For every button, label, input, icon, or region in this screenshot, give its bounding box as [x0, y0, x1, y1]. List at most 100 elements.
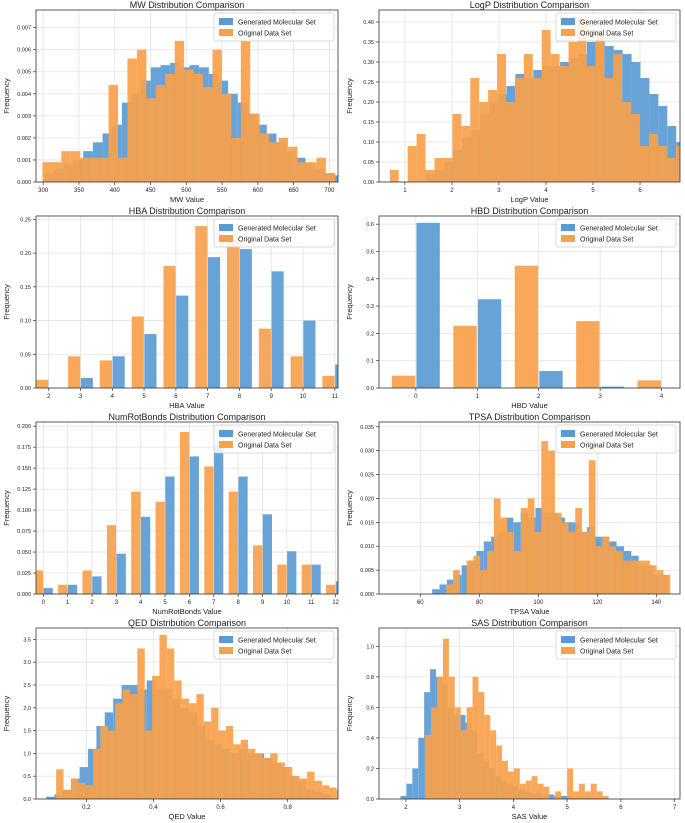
y-tick-label: 0.000	[17, 180, 31, 186]
x-tick-label: 3	[497, 188, 501, 194]
legend-label-original: Original Data Set	[580, 649, 633, 656]
x-tick-label: 10	[300, 394, 307, 400]
legend-label-generated: Generated Molecular Set	[580, 226, 658, 233]
chart-title: TPSA Distribution Comparison	[469, 412, 591, 422]
bar	[259, 133, 270, 182]
x-axis-label: TPSA Value	[510, 607, 550, 616]
bar	[146, 98, 156, 182]
bar	[174, 680, 182, 799]
bar	[129, 694, 138, 799]
y-tick-label: 0.020	[360, 496, 374, 502]
bar	[519, 783, 526, 799]
y-tick-label: 0.000	[17, 592, 31, 598]
bar	[140, 516, 151, 594]
legend-swatch-original	[219, 235, 233, 242]
bar	[144, 334, 157, 388]
bar	[505, 102, 515, 182]
bar	[335, 581, 338, 594]
bar	[212, 49, 222, 182]
x-tick-label: 3	[79, 394, 83, 400]
chart-tpsa: TPSA Distribution Comparison 60 80 100 120 14…	[345, 412, 681, 616]
x-axis-label: SAS Value	[512, 812, 548, 821]
x-tick-label: 3	[598, 394, 602, 400]
bar	[144, 730, 153, 799]
bar	[92, 576, 102, 594]
x-tick-label: 6	[638, 188, 642, 194]
bar	[391, 375, 416, 388]
legend-swatch-generated	[219, 636, 233, 643]
bar	[214, 444, 224, 594]
plot-frame	[378, 215, 681, 389]
y-tick-label: 0.15	[20, 285, 31, 291]
y-axis-label: Frequency	[345, 490, 354, 526]
series-original	[56, 634, 338, 799]
plot-frame	[35, 627, 339, 800]
series-original	[391, 265, 661, 388]
bar	[184, 69, 194, 182]
bar	[514, 265, 539, 388]
bar	[466, 560, 474, 594]
bar	[82, 570, 92, 594]
y-tick-label: 0.0	[366, 386, 374, 392]
chart-title: MW Distribution Comparison	[130, 0, 245, 10]
x-tick-label: 8	[238, 394, 242, 400]
bar	[609, 546, 616, 594]
x-tick-label: 550	[217, 188, 228, 194]
bar	[490, 730, 497, 799]
x-tick-label: 3	[115, 600, 119, 606]
bar	[122, 689, 130, 799]
legend: Generated Molecular Set Original Data Set	[213, 218, 335, 248]
y-tick-label: 0.003	[17, 114, 31, 120]
bar	[508, 771, 514, 799]
bar	[577, 18, 587, 182]
y-tick-label: 0.0	[23, 797, 31, 803]
bar	[527, 498, 535, 594]
y-tick-label: 1.0	[366, 644, 374, 650]
legend-label-generated: Generated Molecular Set	[238, 638, 316, 645]
bar	[513, 768, 520, 799]
plot-frame	[378, 421, 681, 595]
bar	[629, 560, 637, 594]
bar	[248, 748, 256, 799]
bar	[453, 325, 477, 388]
bar	[270, 753, 278, 799]
bar	[514, 78, 524, 182]
bar	[56, 769, 64, 799]
y-axis-label: Frequency	[2, 490, 11, 526]
x-tick-label: 0	[42, 600, 46, 606]
y-tick-label: 0.5	[366, 249, 374, 255]
legend-box	[213, 424, 335, 454]
bar	[406, 783, 413, 799]
y-tick-label: 0.15	[363, 120, 374, 126]
y-tick-label: 0.100	[17, 508, 31, 514]
bar	[179, 432, 190, 594]
y-axis-label: Frequency	[345, 284, 354, 320]
bar	[487, 551, 494, 594]
legend-box	[555, 630, 677, 660]
bar	[602, 795, 609, 799]
bar	[80, 157, 90, 182]
bar	[311, 564, 321, 594]
series-generated	[416, 222, 625, 388]
bar	[240, 739, 249, 799]
bar	[174, 40, 185, 182]
plot-frame	[378, 9, 681, 183]
bar	[488, 90, 498, 182]
x-tick-label: 500	[181, 188, 192, 194]
bar	[567, 768, 574, 799]
bar	[452, 114, 462, 182]
bar	[284, 767, 293, 799]
series-generated	[80, 249, 338, 388]
y-tick-label: 0.5	[23, 774, 31, 780]
bar	[195, 226, 208, 388]
legend-swatch-original	[561, 441, 575, 448]
bar	[418, 737, 425, 799]
chart-title: NumRotBonds Distribution Comparison	[108, 412, 265, 422]
legend-swatch-generated	[219, 18, 233, 25]
legend-swatch-original	[219, 647, 233, 654]
series-original	[42, 40, 336, 182]
bar	[106, 525, 117, 594]
bar	[600, 386, 625, 388]
legend-swatch-original	[561, 235, 575, 242]
bar	[152, 675, 160, 799]
